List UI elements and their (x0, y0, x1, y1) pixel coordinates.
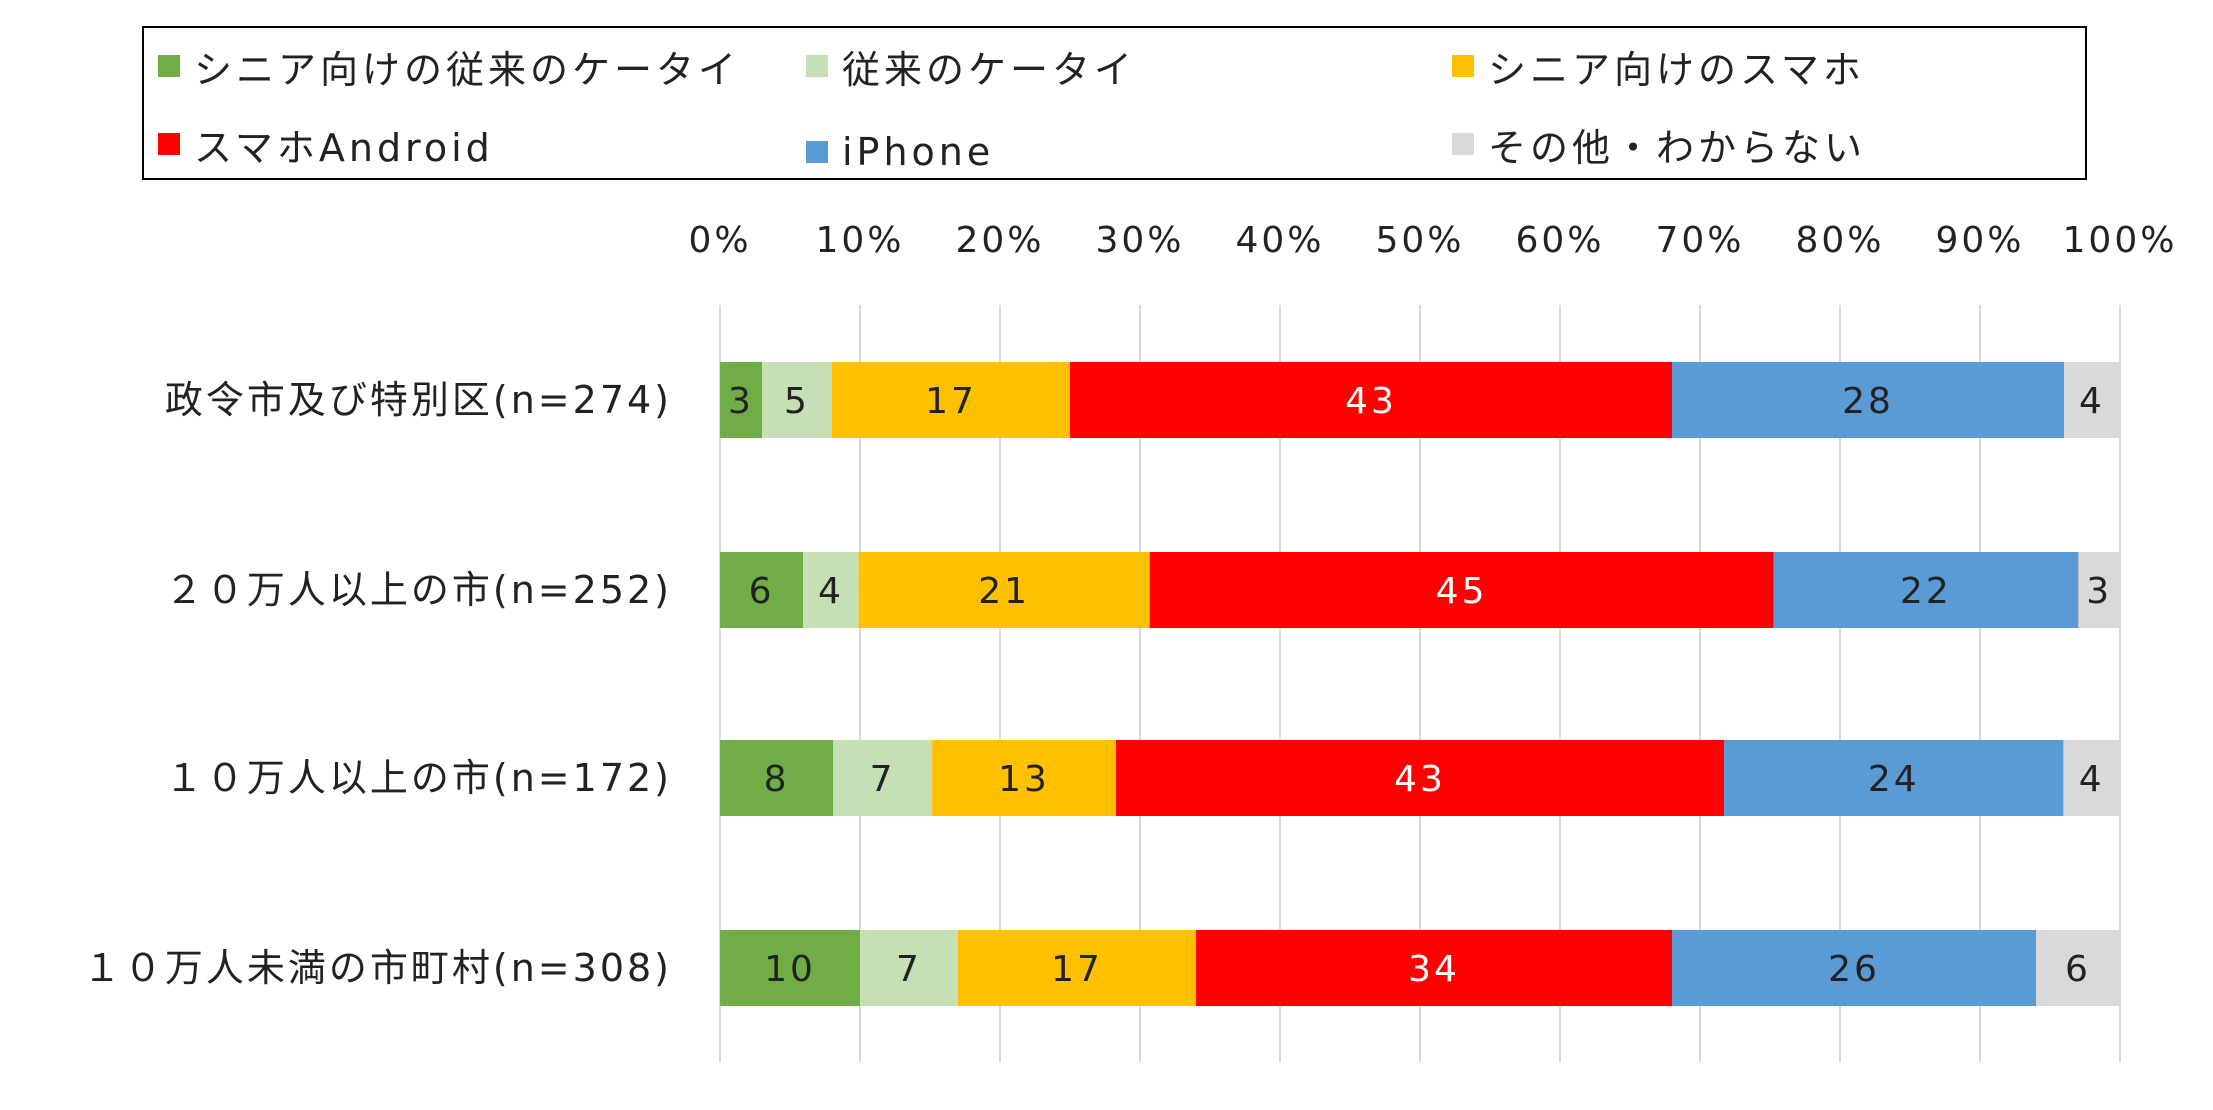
legend-item-senior-feature-phone: シニア向けの従来のケータイ (158, 36, 740, 96)
x-tick-label: 40% (1235, 220, 1324, 261)
bar-segment (1149, 552, 1774, 628)
bar-segment (720, 362, 762, 438)
bar-segment (1724, 740, 2064, 816)
data-label: 28 (1842, 381, 1894, 422)
data-label: 7 (896, 949, 922, 990)
bar-segment (833, 740, 933, 816)
bar-segment (1672, 362, 2064, 438)
data-label: 13 (998, 759, 1050, 800)
legend-swatch-senior-smartphone (1452, 55, 1474, 77)
data-label: 45 (1436, 571, 1488, 612)
category-label: １０万人以上の市(n=172) (165, 756, 672, 800)
data-label: 8 (764, 759, 790, 800)
legend-swatch-senior-feature-phone (158, 55, 180, 77)
data-label: 4 (2079, 759, 2105, 800)
x-tick-label: 90% (1935, 220, 2024, 261)
legend-item-android: スマホAndroid (158, 114, 494, 174)
data-label: 3 (2086, 571, 2112, 612)
legend-label-senior-smartphone: シニア向けのスマホ (1488, 47, 1865, 92)
data-label: 26 (1828, 949, 1880, 990)
bar-segment (1196, 930, 1672, 1006)
data-label: 10 (764, 949, 816, 990)
bar-segment (932, 740, 1116, 816)
x-tick-label: 80% (1795, 220, 1884, 261)
bar-segment (762, 362, 832, 438)
bar-segment (2078, 552, 2120, 628)
data-label: 3 (728, 381, 754, 422)
category-label: １０万人未満の市町村(n=308) (83, 946, 672, 990)
data-label: 17 (925, 381, 977, 422)
legend-label-other: その他・わからない (1488, 125, 1867, 170)
x-tick-label: 0% (688, 220, 751, 261)
data-label: 34 (1408, 949, 1460, 990)
data-labels: 3 5 17 43 28 46 4 21 45 22 38 7 13 43 24 410 7 17 34 26 6 (728, 381, 2112, 990)
data-label: 43 (1345, 381, 1397, 422)
bar-segment (958, 930, 1196, 1006)
data-label: 5 (784, 381, 810, 422)
data-label: 7 (870, 759, 896, 800)
data-label: 6 (749, 571, 775, 612)
bar-segment (2063, 740, 2120, 816)
data-label: 17 (1051, 949, 1103, 990)
legend-label-android: スマホAndroid (194, 125, 494, 170)
bar-segment (720, 740, 834, 816)
data-label: 22 (1900, 571, 1952, 612)
bar-segment (1672, 930, 2036, 1006)
legend-swatch-feature-phone (806, 55, 828, 77)
legend-label-iphone: iPhone (842, 130, 995, 174)
bar-segment (832, 362, 1070, 438)
legend-item-senior-smartphone: シニア向けのスマホ (1452, 36, 1865, 96)
data-label: 43 (1394, 759, 1446, 800)
legend-label-feature-phone: 従来のケータイ (842, 47, 1137, 92)
data-label: 4 (2079, 381, 2105, 422)
bar-segment (860, 930, 958, 1006)
bar-segment (803, 552, 859, 628)
bar-segment (2064, 362, 2120, 438)
data-label: 4 (818, 571, 844, 612)
x-tick-label: 50% (1375, 220, 1464, 261)
legend-item-iphone: iPhone (806, 122, 994, 182)
x-tick-label: 60% (1515, 220, 1604, 261)
x-tick-label: 70% (1655, 220, 1744, 261)
bar-segment (720, 930, 860, 1006)
category-label: ２０万人以上の市(n=252) (165, 568, 672, 612)
data-label: 6 (2065, 949, 2091, 990)
legend: シニア向けの従来のケータイ 従来のケータイ シニア向けのスマホ スマホAndro… (142, 26, 2087, 180)
bars (720, 362, 2120, 1006)
bar-segment (1115, 740, 1725, 816)
bar-segment (2036, 930, 2120, 1006)
y-axis-categories: 政令市及び特別区(n=274) ２０万人以上の市(n=252) １０万人以上の市(n… (83, 378, 672, 990)
bar-segment (1070, 362, 1672, 438)
legend-swatch-iphone (806, 141, 828, 163)
bar-segment (720, 552, 804, 628)
legend-swatch-other (1452, 133, 1474, 155)
bar-segment (1773, 552, 2079, 628)
legend-item-other: その他・わからない (1452, 114, 1866, 174)
x-tick-label: 20% (955, 220, 1044, 261)
data-label: 24 (1868, 759, 1920, 800)
x-tick-label: 100% (2063, 220, 2178, 261)
x-axis-ticks: 0% 10% 20% 30% 40% 50% 60% 70% 80% 90% 100% (688, 220, 2178, 261)
legend-swatch-android (158, 133, 180, 155)
x-tick-label: 30% (1095, 220, 1184, 261)
bar-segment (858, 552, 1150, 628)
legend-item-feature-phone: 従来のケータイ (806, 36, 1136, 96)
data-label: 21 (978, 571, 1030, 612)
legend-label-senior-feature-phone: シニア向けの従来のケータイ (194, 47, 741, 92)
x-tick-label: 10% (815, 220, 904, 261)
category-label: 政令市及び特別区(n=274) (165, 378, 672, 422)
